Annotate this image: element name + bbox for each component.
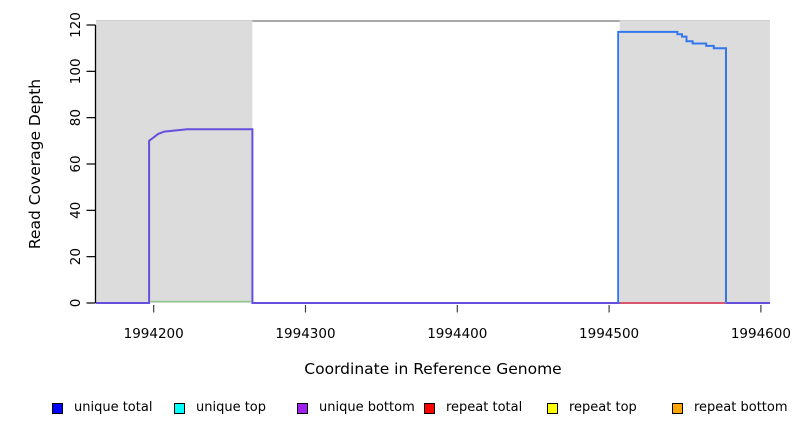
unique-bottom-coverage-line bbox=[96, 128, 770, 304]
legend-item-repeat-total: repeat total bbox=[424, 399, 522, 417]
chart-legend: unique total unique top unique bottom repea… bbox=[0, 399, 792, 419]
legend-item-unique-bottom: unique bottom bbox=[297, 399, 415, 417]
x-tick-label: 1994500 bbox=[579, 326, 639, 342]
legend-label: unique total bbox=[74, 400, 153, 415]
legend-swatch-icon bbox=[52, 402, 63, 414]
x-tick-label: 1994300 bbox=[275, 326, 335, 342]
legend-label: repeat total bbox=[446, 400, 523, 415]
y-tick-label: 40 bbox=[68, 202, 84, 219]
legend-item-unique-total: unique total bbox=[52, 399, 152, 417]
x-axis-title: Coordinate in Reference Genome bbox=[304, 360, 561, 378]
y-tick-label: 0 bbox=[68, 299, 84, 308]
x-tick-label: 1994600 bbox=[731, 326, 791, 342]
coverage-chart: 0 20 40 60 80 100 120 1994200 1994300 1994400 1994… bbox=[26, 12, 791, 378]
legend-swatch-icon bbox=[672, 402, 683, 414]
legend-swatch-icon bbox=[424, 402, 435, 414]
legend-label: unique bottom bbox=[319, 400, 415, 415]
legend-item-repeat-bottom: repeat bottom bbox=[672, 399, 788, 417]
legend-swatch-icon bbox=[547, 402, 558, 414]
legend-label: repeat bottom bbox=[694, 400, 788, 415]
x-tick-label: 1994400 bbox=[427, 326, 487, 342]
right-region-shading bbox=[619, 20, 770, 303]
x-tick-label: 1994200 bbox=[124, 326, 184, 342]
y-tick-label: 60 bbox=[68, 155, 84, 172]
legend-label: repeat top bbox=[569, 400, 637, 415]
y-tick-label: 120 bbox=[68, 12, 84, 38]
legend-swatch-icon bbox=[174, 402, 185, 414]
legend-swatch-icon bbox=[297, 402, 308, 414]
y-tick-label: 20 bbox=[68, 248, 84, 265]
y-axis-title: Read Coverage Depth bbox=[26, 79, 44, 249]
y-tick-label: 80 bbox=[68, 109, 84, 126]
unique-top-coverage-line bbox=[617, 30, 727, 303]
legend-label: unique top bbox=[196, 400, 267, 415]
legend-item-repeat-top: repeat top bbox=[547, 399, 637, 417]
left-region-shading bbox=[96, 20, 253, 303]
y-tick-label: 100 bbox=[68, 58, 84, 84]
legend-item-unique-top: unique top bbox=[174, 399, 266, 417]
